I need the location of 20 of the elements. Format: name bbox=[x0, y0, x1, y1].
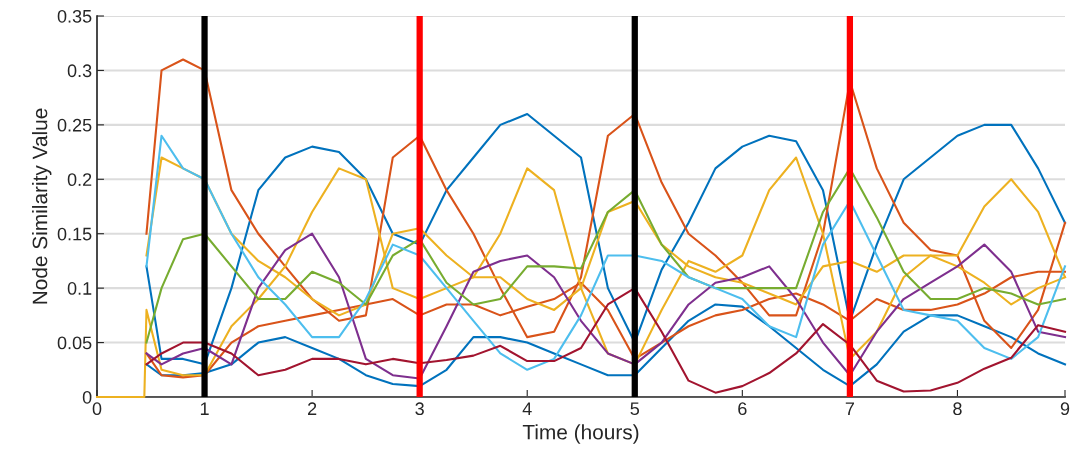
y-tick-label: 0 bbox=[82, 390, 92, 404]
x-tick-label: 7 bbox=[845, 402, 854, 415]
y-tick-label: 0.1 bbox=[67, 282, 92, 295]
x-tick-label: 3 bbox=[415, 402, 424, 416]
y-tick-label: 0.3 bbox=[67, 64, 92, 78]
x-tick-label: 5 bbox=[630, 402, 640, 416]
y-tick-label: 0.25 bbox=[57, 118, 92, 132]
y-axis-title: Node Similarity Value bbox=[32, 108, 52, 304]
x-tick-label: 0 bbox=[92, 402, 102, 416]
y-tick-label: 0.2 bbox=[67, 173, 92, 187]
y-tick-label: 0.35 bbox=[57, 9, 92, 23]
x-tick-label: 8 bbox=[953, 402, 962, 416]
x-tick-label: 6 bbox=[738, 402, 747, 416]
x-tick-label: 2 bbox=[308, 402, 317, 415]
x-axis-title: Time (hours) bbox=[522, 424, 639, 444]
y-tick-label: 0.15 bbox=[57, 227, 92, 241]
x-tick-label: 9 bbox=[1060, 402, 1070, 416]
x-tick-label: 4 bbox=[522, 402, 532, 415]
y-tick-label: 0.05 bbox=[57, 336, 92, 350]
x-tick-label: 1 bbox=[200, 402, 209, 415]
